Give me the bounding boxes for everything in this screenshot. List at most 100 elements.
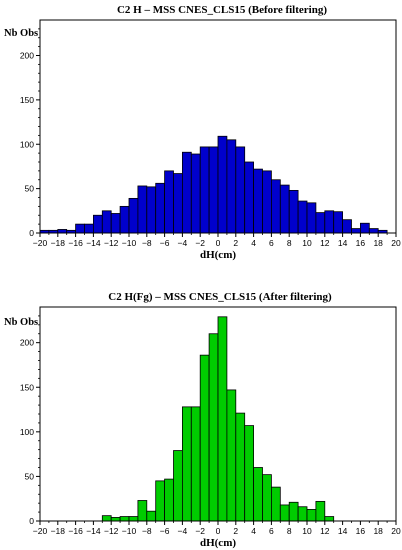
histogram-bar — [297, 200, 308, 234]
x-tick-label: 8 — [287, 526, 292, 536]
x-tick-label: −14 — [86, 526, 101, 536]
histogram-bar — [315, 212, 326, 234]
histogram-bar — [351, 228, 361, 234]
histogram-bar — [270, 179, 281, 234]
histogram-bar — [128, 197, 139, 234]
histogram-bar — [244, 161, 254, 234]
histogram-bar — [155, 182, 165, 234]
histogram-bar — [244, 425, 254, 522]
chart-title: C2 H – MSS CNES_CLS15 (Before filtering) — [117, 4, 327, 16]
x-tick-label: −2 — [195, 238, 205, 248]
histogram-bar — [226, 389, 237, 522]
x-tick-label: 18 — [373, 238, 383, 248]
histogram-bar — [128, 516, 139, 522]
x-tick-label: −16 — [68, 238, 83, 248]
y-axis-label: Nb Obs — [4, 28, 38, 39]
x-tick-label: −10 — [122, 526, 137, 536]
x-tick-label: 6 — [269, 238, 274, 248]
histogram-bar — [359, 222, 370, 234]
x-tick-label: −4 — [178, 526, 188, 536]
histogram-bar — [190, 153, 201, 234]
x-tick-label: 12 — [320, 526, 330, 536]
x-tick-label: 14 — [338, 238, 348, 248]
histogram-bar — [119, 205, 130, 234]
y-tick-label: 100 — [20, 139, 34, 149]
histogram-bar — [110, 213, 121, 234]
x-tick-label: −16 — [68, 526, 83, 536]
histogram-bar — [208, 146, 219, 234]
histogram-bar — [93, 214, 103, 234]
histogram-bar — [253, 467, 263, 522]
histogram-bar — [164, 170, 174, 234]
histogram-bar — [288, 189, 299, 234]
x-tick-label: 16 — [356, 526, 366, 536]
x-tick-label: −2 — [195, 526, 205, 536]
y-tick-label: 200 — [20, 51, 34, 61]
histogram-bar — [199, 354, 210, 522]
histogram-bar — [146, 186, 157, 234]
histogram-bar — [226, 139, 237, 234]
x-tick-label: 10 — [302, 238, 312, 248]
y-tick-label: 50 — [25, 471, 35, 481]
x-tick-label: 10 — [302, 526, 312, 536]
x-tick-label: 8 — [287, 238, 292, 248]
axes: −20 −18 −16 −14 −12 −10 −8 −6 −4 −2 0 2 4 6 8 10 12 14 16 1… — [20, 306, 401, 536]
histogram-bar — [173, 450, 183, 522]
histogram-bar — [101, 210, 112, 234]
histogram-bar — [181, 151, 192, 234]
histogram-bar — [75, 223, 85, 234]
histogram-bar — [324, 210, 335, 234]
x-tick-label: 20 — [391, 526, 401, 536]
histogram-bar — [279, 184, 290, 234]
x-tick-label: 12 — [320, 238, 330, 248]
histogram-bar — [119, 516, 130, 522]
x-tick-label: 16 — [356, 238, 366, 248]
histogram-bar — [262, 170, 272, 234]
histogram-bar — [235, 146, 246, 234]
x-tick-label: −18 — [51, 526, 66, 536]
x-tick-label: −12 — [104, 526, 119, 536]
x-tick-label: −8 — [142, 526, 152, 536]
bar-group — [101, 316, 335, 522]
x-tick-label: −8 — [142, 238, 152, 248]
y-tick-label: 150 — [20, 382, 34, 392]
histogram-bar — [173, 173, 183, 234]
x-tick-label: 20 — [391, 238, 401, 248]
histogram-bar — [217, 135, 228, 234]
x-tick-label: 4 — [251, 526, 256, 536]
x-tick-label: 14 — [338, 526, 348, 536]
histogram-bar — [84, 223, 94, 234]
y-tick-label: 50 — [25, 184, 35, 194]
x-tick-label: 18 — [373, 526, 383, 536]
histogram-bar — [333, 211, 344, 234]
x-tick-label: −14 — [86, 238, 101, 248]
histogram-after-filtering: C2 H(Fg) – MSS CNES_CLS15 (After filteri… — [4, 291, 401, 549]
chart-title: C2 H(Fg) – MSS CNES_CLS15 (After filteri… — [108, 291, 332, 303]
x-tick-label: 0 — [216, 526, 221, 536]
histogram-bar — [137, 500, 148, 522]
histogram-bar — [253, 168, 263, 234]
x-tick-label: 2 — [233, 526, 238, 536]
x-tick-label: −6 — [160, 526, 170, 536]
y-axis-label: Nb Obs — [4, 317, 38, 328]
x-tick-label: −18 — [51, 238, 66, 248]
x-tick-label: 2 — [233, 238, 238, 248]
x-axis-label: dH(cm) — [200, 537, 236, 549]
histogram-bar — [270, 486, 281, 522]
x-tick-label: 6 — [269, 526, 274, 536]
histogram-bar — [306, 202, 317, 234]
x-tick-label: −20 — [33, 526, 48, 536]
x-tick-label: 0 — [216, 238, 221, 248]
x-tick-label: 4 — [251, 238, 256, 248]
histogram-bar — [190, 406, 201, 522]
histogram-bar — [324, 516, 335, 522]
x-tick-label: −6 — [160, 238, 170, 248]
histogram-bar — [164, 478, 174, 522]
histogram-bar — [199, 146, 210, 234]
axes: −20 −18 −16 −14 −12 −10 −8 −6 −4 −2 0 2 4 6 8 10 12 14 16 1… — [20, 19, 401, 248]
x-tick-label: −10 — [122, 238, 137, 248]
x-tick-label: −4 — [178, 238, 188, 248]
y-tick-label: 0 — [29, 228, 34, 238]
histogram-bar — [368, 228, 379, 234]
